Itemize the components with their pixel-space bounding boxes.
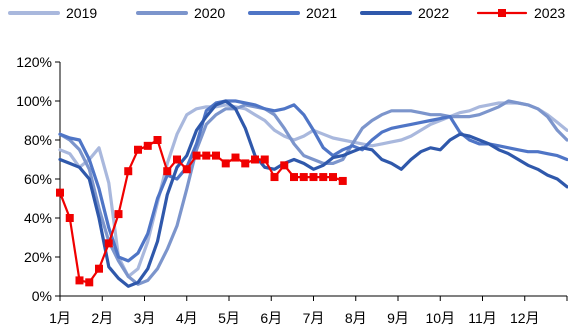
data-point-2023 <box>241 159 250 168</box>
x-tick-label: 10月 <box>425 310 455 326</box>
data-point-2023 <box>251 155 259 164</box>
x-tick-label: 11月 <box>468 310 497 326</box>
y-tick-label: 0% <box>32 288 52 304</box>
y-tick-label: 120% <box>16 54 52 70</box>
data-point-2023 <box>153 136 162 144</box>
x-tick-label: 3月 <box>134 310 156 326</box>
series-line-2021 <box>58 99 568 263</box>
y-tick-label: 60% <box>24 171 52 187</box>
data-point-2023 <box>329 173 337 182</box>
data-point-2023 <box>182 165 191 174</box>
y-tick-label: 20% <box>24 249 52 265</box>
data-point-2023 <box>85 278 94 287</box>
data-point-2023 <box>338 176 347 185</box>
y-tick-label: 40% <box>24 210 52 226</box>
data-point-2023 <box>56 188 64 197</box>
data-point-2023 <box>280 161 289 170</box>
x-tick-label: 9月 <box>387 310 409 326</box>
data-point-2023 <box>95 264 103 273</box>
x-tick-label: 8月 <box>345 310 367 326</box>
x-tick-label: 1月 <box>49 310 71 326</box>
data-point-2023 <box>65 214 74 222</box>
legend-marker-2023 <box>498 9 506 17</box>
data-point-2023 <box>104 239 113 248</box>
data-point-2023 <box>319 173 328 182</box>
chart-axes: 0% 20% 40% 60% 80% 100% 120% 1月 2月 3月 4月 5月 6月 7月 8月 9月… <box>16 54 568 326</box>
x-tick-label: 12月 <box>510 310 540 326</box>
data-point-2023 <box>231 153 240 162</box>
x-tick-label: 2月 <box>91 310 113 326</box>
legend-label-2019: 2019 <box>66 5 97 21</box>
data-point-2023 <box>212 151 220 160</box>
data-point-2023 <box>134 145 142 154</box>
data-point-2023 <box>173 155 181 164</box>
legend-label-2021: 2021 <box>306 5 337 21</box>
legend-label-2023: 2023 <box>534 5 565 21</box>
data-point-2023 <box>299 173 308 182</box>
legend-label-2022: 2022 <box>418 5 449 21</box>
data-point-2023 <box>143 141 152 150</box>
data-point-2023 <box>114 210 123 219</box>
x-tick-label: 6月 <box>260 310 282 326</box>
data-point-2023 <box>290 173 298 182</box>
data-point-2023 <box>270 173 279 182</box>
chart-series-group <box>56 99 568 288</box>
x-tick-label: 7月 <box>303 310 325 326</box>
data-point-2023 <box>192 151 201 160</box>
y-tick-label: 80% <box>24 132 52 148</box>
x-tick-label: 4月 <box>176 310 198 326</box>
data-point-2023 <box>202 151 211 160</box>
y-tick-label: 100% <box>16 93 52 109</box>
data-point-2023 <box>221 159 230 168</box>
data-point-2023 <box>260 155 269 164</box>
data-point-2023 <box>124 167 133 176</box>
series-line-2022 <box>58 99 568 288</box>
data-point-2023 <box>309 173 318 182</box>
data-point-2023 <box>163 167 172 176</box>
data-point-2023 <box>75 276 84 285</box>
series-line-2020 <box>58 99 568 286</box>
x-tick-label: 5月 <box>218 310 240 326</box>
legend-label-2020: 2020 <box>194 5 225 21</box>
chart-legend: 2019 2020 2021 2022 2023 <box>8 5 565 21</box>
